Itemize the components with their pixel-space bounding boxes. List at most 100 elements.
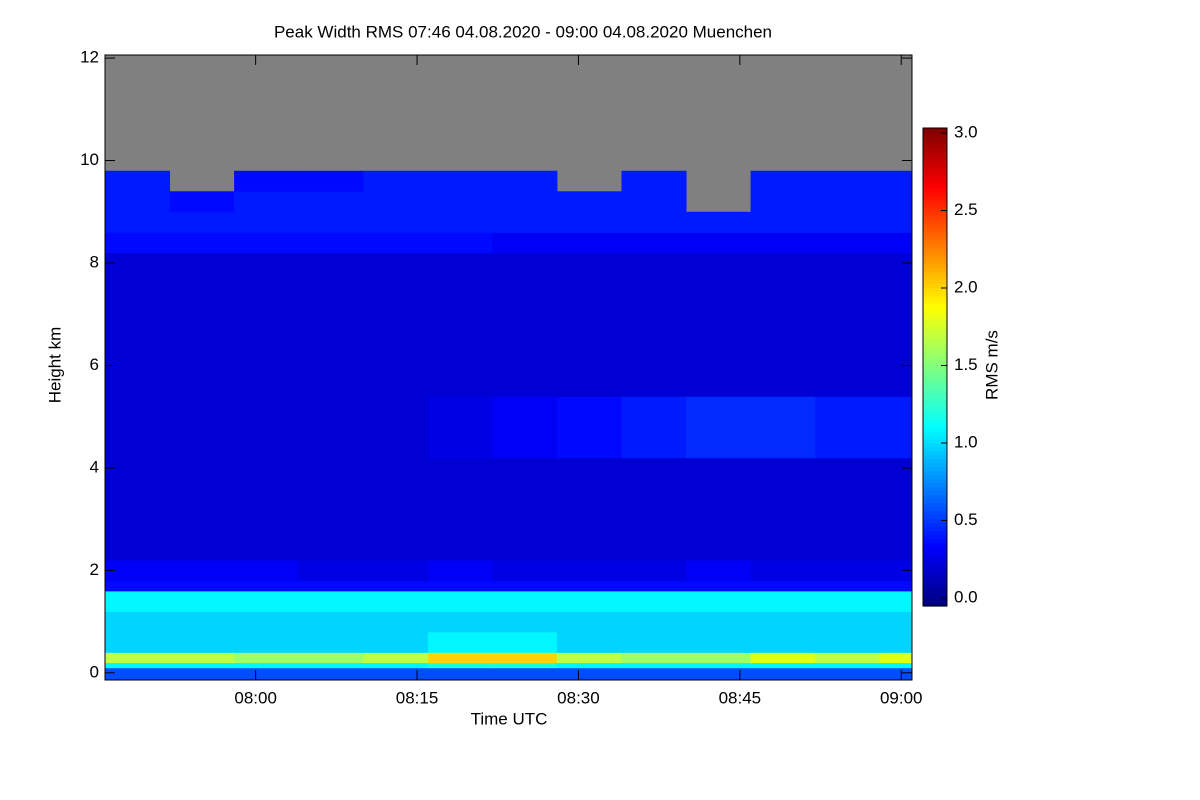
heat-cell (363, 252, 429, 397)
heat-cell (298, 396, 364, 459)
colorbar-segment (923, 147, 947, 153)
heat-cell (686, 252, 752, 397)
heat-cell (105, 252, 171, 397)
heat-cell (363, 580, 429, 592)
colorbar-segment (923, 203, 947, 209)
heat-cell (427, 170, 493, 192)
colorbar-segment (923, 426, 947, 432)
heat-cell (556, 667, 622, 681)
heat-cell (298, 170, 364, 192)
heat-cell (169, 662, 235, 669)
heat-cell (686, 232, 752, 254)
colorbar-segment (923, 207, 947, 213)
heat-cell (686, 590, 752, 612)
heat-cell (492, 252, 558, 397)
colorbar-segment (923, 287, 947, 292)
colorbar-segment (923, 351, 947, 356)
colorbar-segment (923, 275, 947, 280)
heat-cell (234, 611, 300, 633)
heat-cell (363, 631, 429, 653)
colorbar-segment (923, 327, 947, 332)
colorbar-segment (923, 534, 947, 539)
heat-cell (234, 667, 300, 681)
colorbar-segment (923, 367, 947, 372)
heat-cell (815, 560, 881, 582)
colorbar-segment (923, 434, 947, 440)
heat-cell (492, 652, 558, 664)
heat-cell (621, 662, 687, 669)
colorbar-segment (923, 482, 947, 488)
colorbar-segment (923, 582, 947, 587)
heat-cell (105, 590, 171, 612)
heat-cell (556, 580, 622, 592)
heat-cell (621, 590, 687, 612)
heat-cell (750, 662, 816, 669)
heat-cell (686, 652, 752, 664)
colorbar-segment (923, 474, 947, 480)
colorbar-segment (923, 558, 947, 563)
heat-cell (105, 662, 171, 669)
chart-title: Peak Width RMS 07:46 04.08.2020 - 09:00 … (274, 22, 772, 41)
heat-cell (363, 590, 429, 612)
colorbar-segment (923, 239, 947, 245)
colorbar-segment (923, 602, 947, 607)
heat-cell (298, 457, 364, 561)
heat-cell (621, 232, 687, 254)
colorbar-segment (923, 163, 947, 169)
colorbar-segment (923, 502, 947, 508)
colorbar-segment (923, 462, 947, 468)
colorbar-segment (923, 295, 947, 300)
heat-cell (427, 590, 493, 612)
heat-cell (815, 590, 881, 612)
heat-cell (686, 631, 752, 653)
colorbar-segment (923, 430, 947, 436)
y-tick-label: 0 (90, 662, 99, 681)
x-tick-label: 08:00 (234, 688, 277, 707)
heat-cell (492, 631, 558, 653)
heat-cell (169, 457, 235, 561)
colorbar-segment (923, 578, 947, 583)
heat-cell (621, 252, 687, 397)
colorbar-tick-label: 1.0 (954, 432, 978, 451)
colorbar-segment (923, 574, 947, 579)
heat-cell (686, 662, 752, 669)
heat-cell (556, 611, 622, 633)
colorbar-segment (923, 562, 947, 567)
heat-cell (492, 611, 558, 633)
heat-cell (298, 580, 364, 592)
heat-cell (815, 211, 881, 233)
heat-cell (492, 662, 558, 669)
heat-cell (879, 667, 913, 681)
heat-cell (363, 611, 429, 633)
heat-cell (298, 191, 364, 213)
heat-cell (234, 252, 300, 397)
colorbar-segment (923, 139, 947, 145)
heat-cell (815, 662, 881, 669)
heat-cell (621, 560, 687, 582)
y-tick-label: 8 (90, 252, 99, 271)
colorbar-segment (923, 458, 947, 464)
heat-cell (879, 652, 913, 664)
colorbar-segment (923, 143, 947, 149)
colorbar-segment (923, 414, 947, 420)
heat-cell (234, 560, 300, 582)
heat-cell (298, 652, 364, 664)
colorbar-segment (923, 526, 947, 531)
colorbar-segment (923, 394, 947, 400)
heat-cell (105, 652, 171, 664)
colorbar-segment (923, 566, 947, 571)
heat-cell (686, 396, 752, 459)
colorbar-segment (923, 446, 947, 452)
colorbar-segment (923, 191, 947, 197)
colorbar-segment (923, 466, 947, 472)
colorbar-tick-label: 1.5 (954, 355, 978, 374)
heat-cell (556, 191, 622, 213)
colorbar-segment (923, 171, 947, 177)
heat-cell (427, 580, 493, 592)
x-tick-label: 08:15 (396, 688, 439, 707)
heat-cell (750, 560, 816, 582)
heat-cell (363, 457, 429, 561)
heat-cell (879, 560, 913, 582)
heat-cell (492, 232, 558, 254)
colorbar-segment (923, 179, 947, 185)
